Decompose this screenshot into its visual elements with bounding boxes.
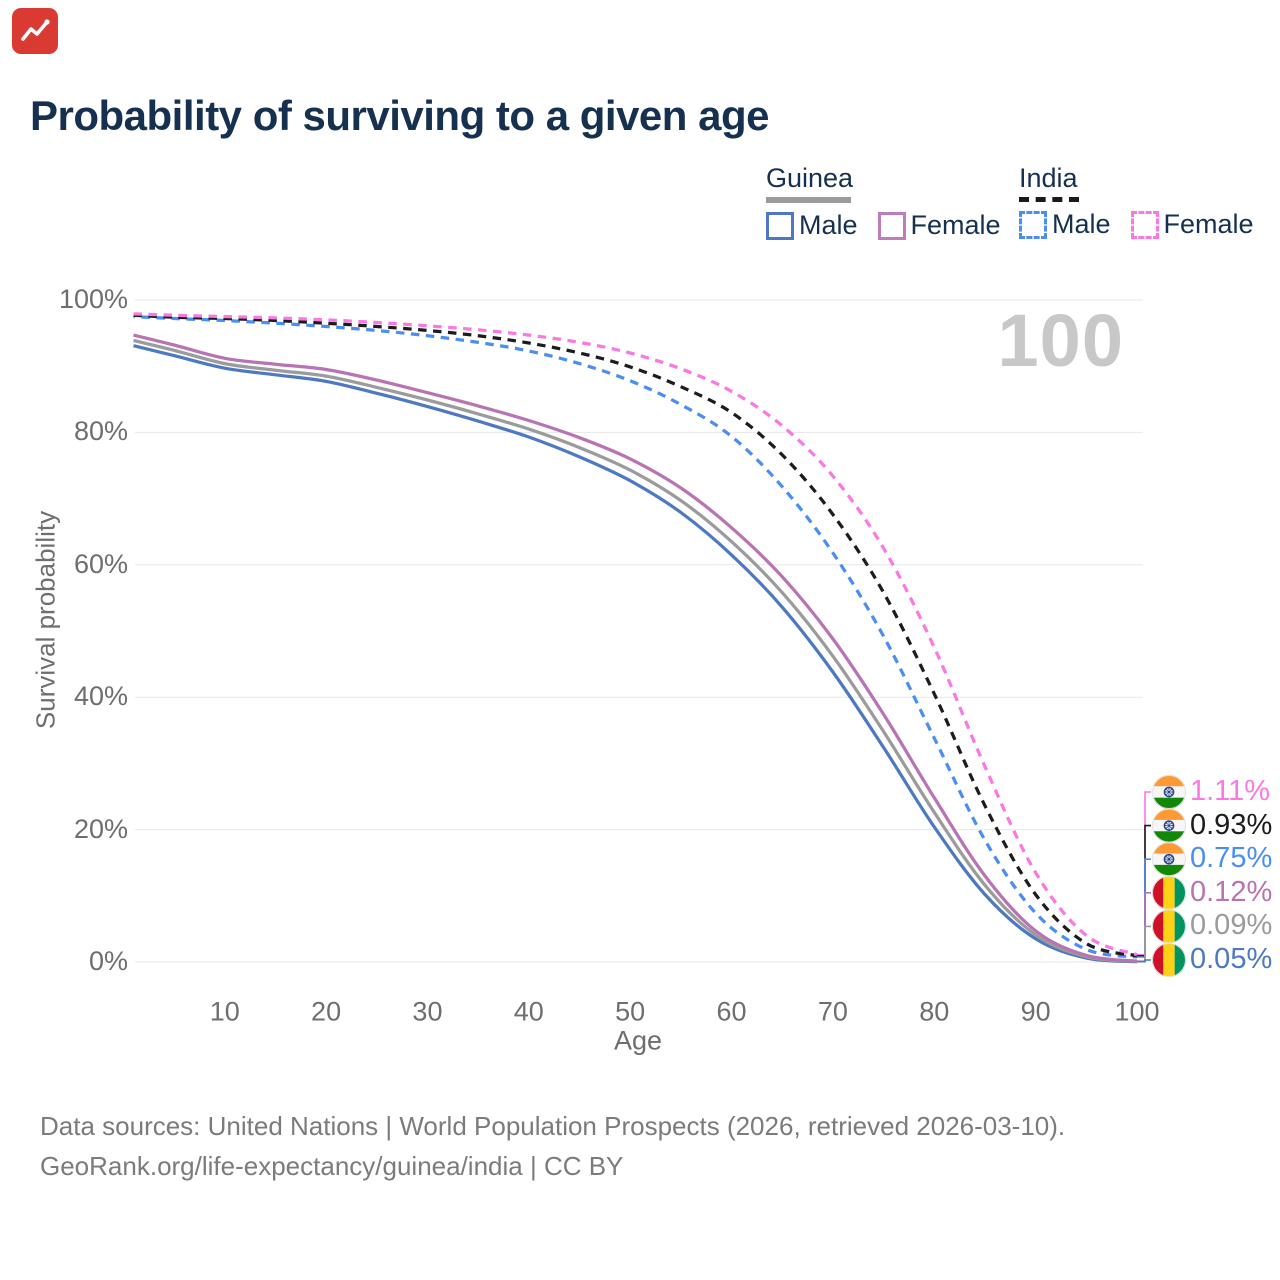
y-tick-100: 100%: [58, 283, 128, 314]
legend-item-label: Male: [1052, 209, 1111, 239]
x-tick-70: 70: [817, 996, 848, 1027]
x-tick-40: 40: [513, 996, 544, 1027]
legend-item-guinea-male[interactable]: Male: [766, 210, 858, 241]
flag-icon-india: [1152, 808, 1186, 843]
guinea-male-swatch: [766, 211, 794, 240]
end-label-india-both: 0.93%: [1190, 808, 1273, 841]
legend-group-label-india: India: [1019, 163, 1078, 193]
flag-icon-india: [1152, 842, 1186, 877]
x-tick-10: 10: [209, 996, 240, 1027]
x-tick-90: 90: [1020, 996, 1051, 1027]
legend-underline-solid: [766, 197, 851, 203]
series-line-india-female: [133, 312, 1138, 957]
flag-icon-guinea: [1152, 943, 1186, 977]
footer: Data sources: United Nations | World Pop…: [40, 1106, 1065, 1186]
legend-item-india-female[interactable]: Female: [1130, 209, 1254, 240]
guinea-female-swatch: [877, 211, 906, 240]
leader-line: [1137, 858, 1151, 958]
x-tick-30: 30: [412, 996, 443, 1027]
flag-icon-india: [1152, 775, 1186, 809]
series-line-guinea-female: [133, 333, 1138, 963]
series-line-india-both: [133, 313, 1138, 958]
india-male-swatch: [1019, 210, 1047, 239]
legend-group-guinea: Guinea Male Female: [766, 163, 1021, 241]
page-title: Probability of surviving to a given age: [30, 92, 769, 139]
georank-logo-icon[interactable]: [12, 8, 58, 54]
end-label-guinea-female: 0.12%: [1190, 875, 1273, 908]
x-tick-20: 20: [311, 996, 342, 1027]
series-line-guinea-both: [133, 338, 1138, 964]
y-tick-20: 20%: [73, 813, 128, 844]
citation-link: GeoRank.org/life-expectancy/guinea/india…: [40, 1151, 624, 1181]
flag-icon-guinea: [1152, 909, 1186, 944]
flag-icon-guinea: [1152, 875, 1186, 910]
legend-items-guinea: Male Female: [766, 210, 1021, 241]
end-label-guinea-male: 0.05%: [1190, 942, 1273, 975]
legend-item-label: Female: [1163, 209, 1254, 239]
legend-item-label: Male: [799, 210, 858, 240]
logo-glyph: [21, 19, 50, 41]
legend-group-india: India Male Female: [1019, 163, 1274, 240]
end-label-india-female: 1.11%: [1190, 774, 1271, 807]
legend-items-india: Male Female: [1019, 209, 1274, 240]
y-tick-0: 0%: [88, 945, 128, 976]
x-tick-60: 60: [716, 996, 747, 1027]
legend-item-india-male[interactable]: Male: [1019, 209, 1111, 240]
legend-group-label-guinea: Guinea: [766, 163, 854, 193]
leader-line: [1137, 791, 1151, 956]
end-label-guinea-both: 0.09%: [1190, 909, 1273, 942]
x-tick-100: 100: [1114, 996, 1160, 1027]
leader-line: [1137, 824, 1151, 957]
series-line-guinea-male: [133, 344, 1138, 964]
x-axis-title: Age: [613, 1025, 663, 1056]
leader-line: [1137, 959, 1151, 963]
x-tick-80: 80: [919, 996, 950, 1027]
y-tick-80: 80%: [73, 416, 128, 447]
data-sources-note: Data sources: United Nations | World Pop…: [40, 1111, 1066, 1141]
end-label-india-male: 0.75%: [1190, 842, 1273, 875]
legend-underline-dashed: [1019, 197, 1079, 202]
y-axis-title: Survival probability: [30, 510, 61, 730]
x-tick-50: 50: [615, 996, 646, 1027]
series-line-india-male: [133, 314, 1138, 959]
legend-item-guinea-female[interactable]: Female: [877, 210, 1001, 241]
y-tick-60: 60%: [73, 548, 128, 579]
y-tick-40: 40%: [73, 681, 128, 712]
india-female-swatch: [1130, 210, 1159, 239]
legend-item-label: Female: [910, 210, 1001, 240]
age-watermark: 100: [997, 299, 1124, 382]
